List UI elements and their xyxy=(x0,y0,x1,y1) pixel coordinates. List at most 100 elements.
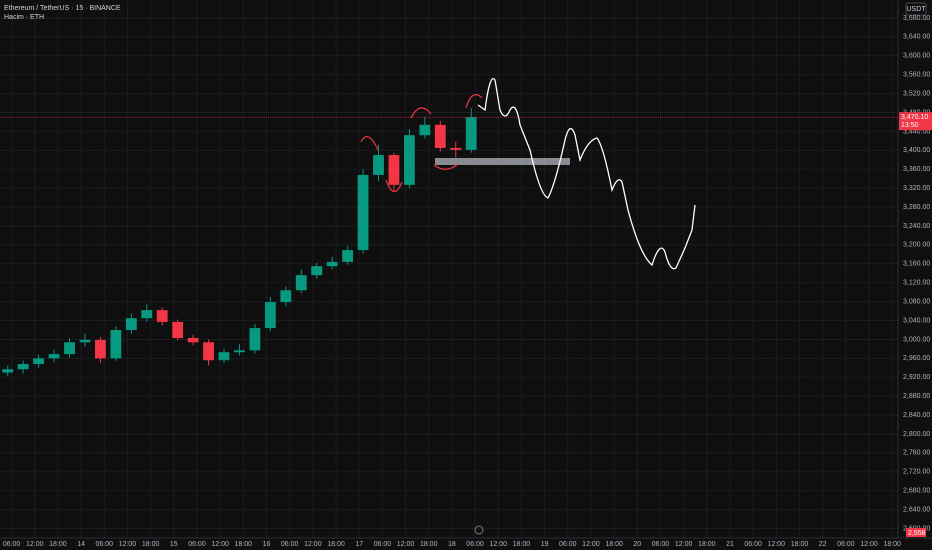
y-tick-label: 2,720.00 xyxy=(903,469,930,476)
currency-box[interactable] xyxy=(905,2,927,16)
y-tick-label: 3,560.00 xyxy=(903,72,930,79)
y-tick-label: 3,680.00 xyxy=(903,15,930,22)
y-tick-label: 3,440.00 xyxy=(903,128,930,135)
arc xyxy=(410,107,432,119)
y-tick-label: 3,080.00 xyxy=(903,298,930,305)
y-tick-label: 2,880.00 xyxy=(903,393,930,400)
x-tick-label: 12:00 xyxy=(304,541,322,548)
x-tick-label: 12:00 xyxy=(26,541,44,548)
x-tick-label: 18 xyxy=(448,541,456,548)
x-tick-label: 06:00 xyxy=(837,541,855,548)
x-tick-label: 12:00 xyxy=(211,541,229,548)
x-tick-label: 22 xyxy=(819,541,827,548)
candle-body xyxy=(249,328,261,351)
candles xyxy=(0,107,898,377)
y-tick-label: 3,400.00 xyxy=(903,147,930,154)
candle-body xyxy=(234,350,245,353)
y-tick-label: 2,840.00 xyxy=(903,412,930,419)
candle-body xyxy=(388,155,400,185)
x-tick-label: 16 xyxy=(263,541,271,548)
symbol-title: Ethereum / TetherUS · 15 · BINANCE xyxy=(4,5,121,12)
event-icon[interactable] xyxy=(474,525,484,535)
candle-body xyxy=(172,321,184,339)
candle-body xyxy=(203,342,214,361)
candle-body xyxy=(79,339,91,343)
x-tick-label: 12:00 xyxy=(768,541,786,548)
x-tick-label: 06:00 xyxy=(374,541,392,548)
candle-body xyxy=(48,354,60,359)
countdown: 13:50 xyxy=(901,122,919,129)
candle-body xyxy=(404,135,415,185)
x-tick-label: 15 xyxy=(170,541,178,548)
arc xyxy=(433,163,459,170)
candle-body xyxy=(17,364,29,370)
x-tick-label: 06:00 xyxy=(96,541,114,548)
candle-body xyxy=(110,329,122,359)
candle-body xyxy=(187,338,199,343)
candle-body xyxy=(125,318,137,330)
volume-label: 2,558 xyxy=(908,530,926,537)
x-tick-label: 18:00 xyxy=(605,541,623,548)
candle-body xyxy=(434,124,446,148)
x-tick-label: 18:00 xyxy=(791,541,809,548)
candle-body xyxy=(450,147,462,150)
candle-body xyxy=(419,124,431,136)
y-tick-label: 3,600.00 xyxy=(903,53,930,60)
y-tick-label: 2,960.00 xyxy=(903,355,930,362)
candle-body xyxy=(264,302,276,329)
x-tick-label: 06:00 xyxy=(3,541,21,548)
x-tick-label: 18:00 xyxy=(235,541,253,548)
x-tick-label: 06:00 xyxy=(188,541,206,548)
y-tick-label: 2,640.00 xyxy=(903,506,930,513)
y-tick-label: 3,280.00 xyxy=(903,204,930,211)
candle-body xyxy=(342,250,354,262)
x-tick-label: 18:00 xyxy=(327,541,345,548)
volume-badge xyxy=(906,528,926,537)
x-tick-label: 18:00 xyxy=(698,541,716,548)
candle-body xyxy=(373,155,384,175)
y-tick-label: 3,000.00 xyxy=(903,336,930,343)
arc xyxy=(385,179,403,193)
y-tick-label: 3,160.00 xyxy=(903,261,930,268)
price-badge xyxy=(899,112,932,131)
candle-body xyxy=(311,266,323,276)
candle-body xyxy=(156,310,168,322)
candle-body xyxy=(64,342,75,355)
axes: 3,680.00 3,640.00 3,600.00 3,560.00 3,520.00… xyxy=(3,15,932,548)
x-tick-label: 12:00 xyxy=(489,541,507,548)
x-tick-label: 20 xyxy=(633,541,641,548)
candle-body xyxy=(33,358,45,365)
projection-path xyxy=(477,78,696,270)
candle-body xyxy=(326,261,338,267)
x-tick-label: 12:00 xyxy=(582,541,600,548)
candle-body xyxy=(465,117,477,150)
x-tick-label: 12:00 xyxy=(119,541,137,548)
candle-body xyxy=(280,290,292,303)
x-tick-label: 14 xyxy=(77,541,85,548)
x-tick-label: 06:00 xyxy=(281,541,299,548)
x-tick-label: 06:00 xyxy=(466,541,484,548)
x-tick-label: 18:00 xyxy=(883,541,901,548)
candle-body xyxy=(141,310,153,319)
arc xyxy=(465,94,483,109)
currency[interactable]: USDT xyxy=(906,6,926,13)
y-tick-label: 2,920.00 xyxy=(903,374,930,381)
y-tick-label: 3,520.00 xyxy=(903,90,930,97)
candle-body xyxy=(95,339,106,359)
y-tick-label: 3,120.00 xyxy=(903,280,930,287)
y-tick-label: 2,760.00 xyxy=(903,450,930,457)
candle-body xyxy=(218,352,230,361)
y-tick-label: 3,360.00 xyxy=(903,166,930,173)
price-label: 3,470.10 xyxy=(901,114,928,121)
x-tick-label: 21 xyxy=(726,541,734,548)
x-tick-label: 18:00 xyxy=(49,541,67,548)
x-tick-label: 06:00 xyxy=(559,541,577,548)
x-tick-label: 12:00 xyxy=(397,541,415,548)
x-tick-label: 19 xyxy=(541,541,549,548)
x-tick-label: 18:00 xyxy=(420,541,438,548)
candle-body xyxy=(295,275,307,291)
x-tick-label: 06:00 xyxy=(652,541,670,548)
x-tick-label: 18:00 xyxy=(513,541,531,548)
y-tick-label: 3,040.00 xyxy=(903,317,930,324)
